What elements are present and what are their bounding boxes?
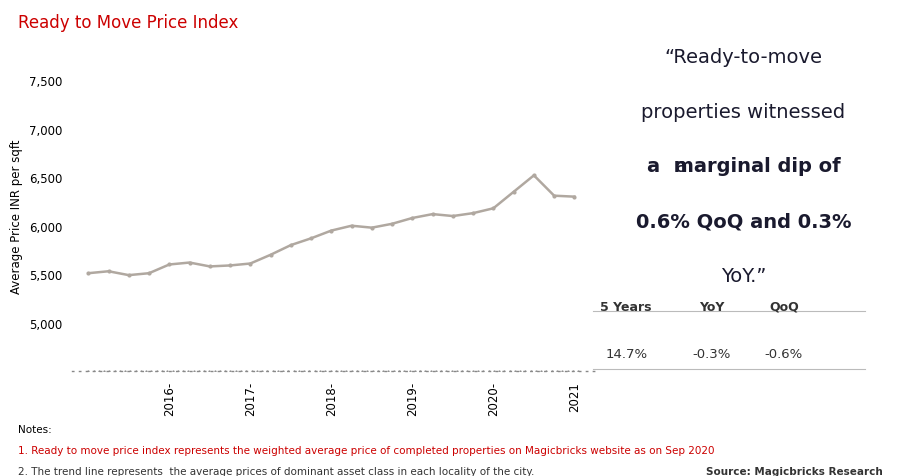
- Text: Source: Magicbricks Research: Source: Magicbricks Research: [706, 466, 883, 476]
- Text: 1. Ready to move price index represents the weighted average price of completed : 1. Ready to move price index represents …: [18, 445, 714, 455]
- Text: 2. The trend line represents  the average prices of dominant asset class in each: 2. The trend line represents the average…: [18, 466, 534, 476]
- Text: YoY: YoY: [699, 300, 724, 313]
- Y-axis label: Average Price INR per sqft: Average Price INR per sqft: [11, 139, 23, 294]
- Text: YoY.”: YoY.”: [721, 267, 766, 286]
- Text: Notes:: Notes:: [18, 424, 51, 434]
- Text: -0.3%: -0.3%: [693, 347, 731, 360]
- Text: 5 Years: 5 Years: [600, 300, 652, 313]
- Text: “Ready-to-move: “Ready-to-move: [664, 48, 823, 67]
- Text: a  marginal dip of: a marginal dip of: [647, 157, 840, 176]
- Text: -0.6%: -0.6%: [765, 347, 803, 360]
- Text: properties witnessed: properties witnessed: [642, 102, 845, 121]
- Text: 14.7%: 14.7%: [605, 347, 647, 360]
- Text: QoQ: QoQ: [769, 300, 799, 313]
- Text: Ready to Move Price Index: Ready to Move Price Index: [18, 14, 239, 32]
- Text: a: a: [676, 157, 688, 176]
- Text: 0.6% QoQ and 0.3%: 0.6% QoQ and 0.3%: [635, 212, 851, 231]
